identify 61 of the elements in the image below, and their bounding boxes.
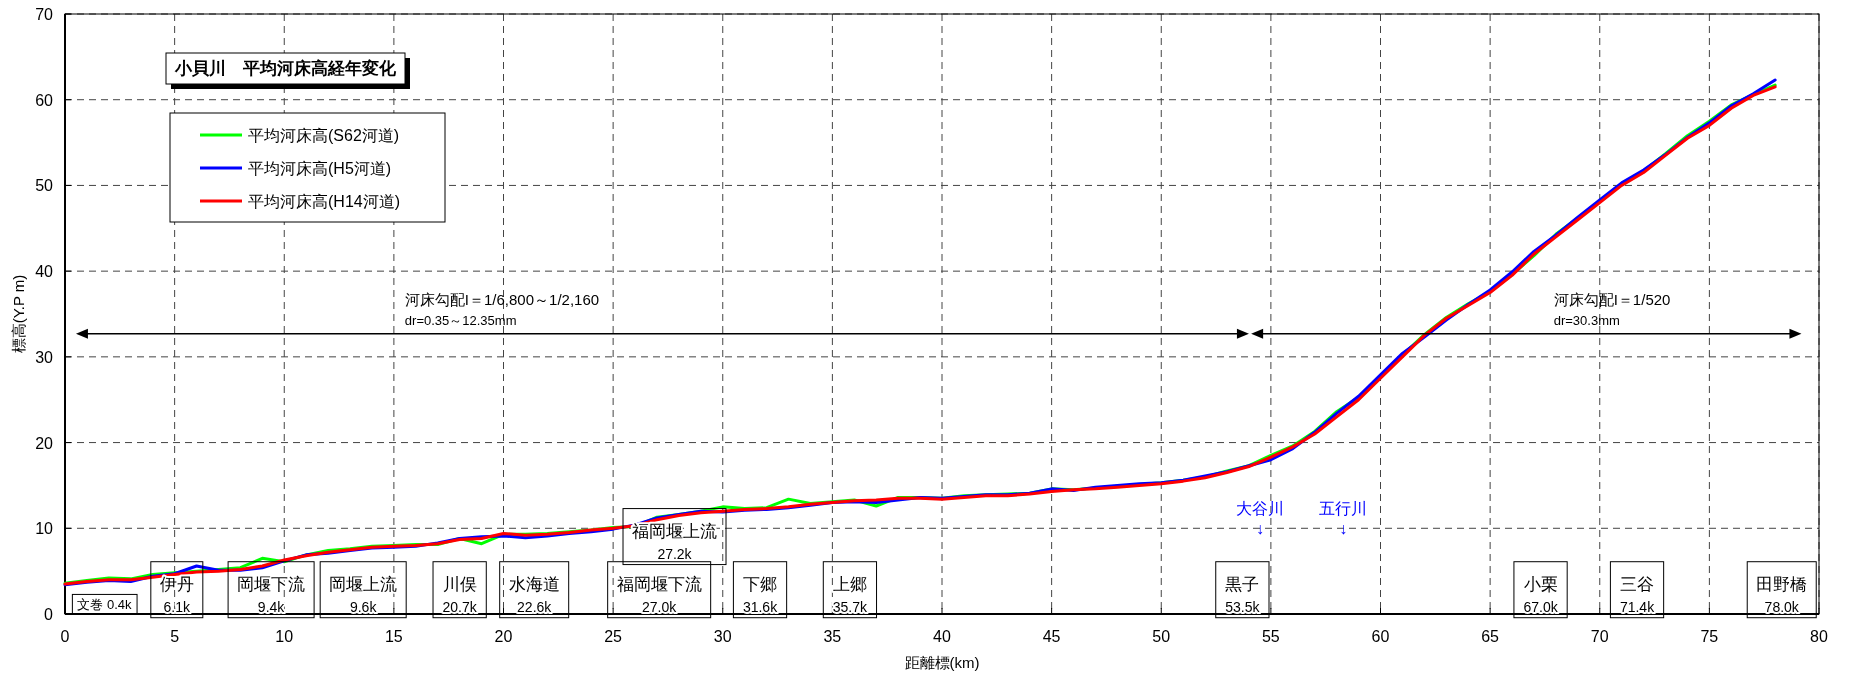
y-tick-label: 10 bbox=[35, 520, 54, 538]
y-tick-label: 20 bbox=[35, 434, 54, 452]
annotation: 小栗 67.0k bbox=[1523, 574, 1559, 615]
annotation: 川俣 20.7k bbox=[432, 561, 487, 619]
annotation: 上郷 35.7k bbox=[832, 574, 869, 615]
x-tick-label: 50 bbox=[1152, 628, 1171, 645]
y-tick-label: 70 bbox=[35, 6, 54, 23]
annotation: dr=0.35～12.35mm bbox=[404, 313, 517, 329]
annotation: 大谷川 ↓ bbox=[1235, 499, 1284, 537]
x-tick-label: 0 bbox=[60, 628, 70, 645]
x-tick-label: 55 bbox=[1261, 628, 1280, 645]
x-tick-label: 25 bbox=[604, 628, 623, 645]
annotation: 黒子 53.5k bbox=[1215, 561, 1270, 619]
x-tick-label: 35 bbox=[823, 628, 842, 645]
x-tick-label: 70 bbox=[1590, 628, 1609, 645]
x-tick-label: 60 bbox=[1371, 628, 1390, 645]
x-tick-label: 75 bbox=[1700, 628, 1719, 645]
annotation: 河床勾配I＝1/6,800～1/2,160 bbox=[404, 291, 600, 309]
y-tick-label: 50 bbox=[35, 177, 54, 195]
title: 小貝川 平均河床高経年変化 bbox=[165, 52, 410, 89]
x-tick-label: 10 bbox=[275, 628, 294, 645]
y-axis-title: 標高(Y.P m) bbox=[10, 274, 27, 354]
annotation: 岡堰上流 9.6k bbox=[319, 561, 407, 619]
annotation: 川俣 20.7k bbox=[442, 574, 478, 615]
annotation: 下郷 31.6k bbox=[742, 574, 779, 615]
annotation: 水海道 22.6k bbox=[508, 574, 560, 615]
annotation: 岡堰下流 9.4k bbox=[227, 561, 315, 619]
annotation: 田野橋 78.0k bbox=[1756, 574, 1808, 615]
y-tick-label: 60 bbox=[35, 91, 54, 109]
x-tick-label: 20 bbox=[494, 628, 513, 645]
legend-label: 平均河床高(H5河道) bbox=[248, 160, 392, 177]
annotation: 河床勾配I＝1/520 bbox=[1553, 291, 1671, 309]
annotation: 田野橋 78.0k bbox=[1746, 561, 1817, 619]
annotation: 上郷 35.7k bbox=[822, 561, 878, 619]
x-axis-title: 距離標(km) bbox=[904, 654, 980, 671]
annotation: 下郷 31.6k bbox=[732, 561, 788, 619]
annotation: 福岡堰下流 27.0k bbox=[607, 561, 712, 619]
annotation: 岡堰下流 9.4k bbox=[237, 574, 306, 615]
y-tick-label: 30 bbox=[35, 348, 54, 366]
annotation: 五行川 ↓ bbox=[1319, 499, 1368, 537]
y-tick-label: 0 bbox=[44, 606, 54, 623]
annotation: 三谷 71.4k bbox=[1609, 561, 1665, 619]
annotation: 三谷 71.4k bbox=[1619, 574, 1656, 615]
annotation: 福岡堰下流 27.0k bbox=[616, 574, 702, 615]
annotation: 文巻 0.4k bbox=[77, 597, 133, 613]
x-tick-label: 30 bbox=[713, 628, 732, 645]
annotation: 岡堰上流 9.6k bbox=[329, 574, 398, 615]
annotation: 小栗 67.0k bbox=[1513, 561, 1568, 619]
y-tick-label: 40 bbox=[35, 263, 54, 281]
annotation: dr=30.3mm bbox=[1553, 313, 1620, 329]
annotation: 文巻 0.4k bbox=[71, 593, 138, 615]
annotation: 水海道 22.6k bbox=[499, 561, 570, 619]
x-tick-label: 45 bbox=[1042, 628, 1061, 645]
x-tick-label: 40 bbox=[933, 628, 951, 645]
legend-label: 平均河床高(H14河道) bbox=[248, 193, 401, 210]
annotation: 黒子 53.5k bbox=[1225, 574, 1261, 615]
legend-label: 平均河床高(S62河道) bbox=[248, 127, 400, 144]
x-tick-label: 15 bbox=[384, 628, 403, 645]
x-tick-label: 5 bbox=[170, 628, 180, 645]
x-tick-label: 65 bbox=[1481, 628, 1500, 645]
x-tick-label: 80 bbox=[1810, 628, 1828, 645]
